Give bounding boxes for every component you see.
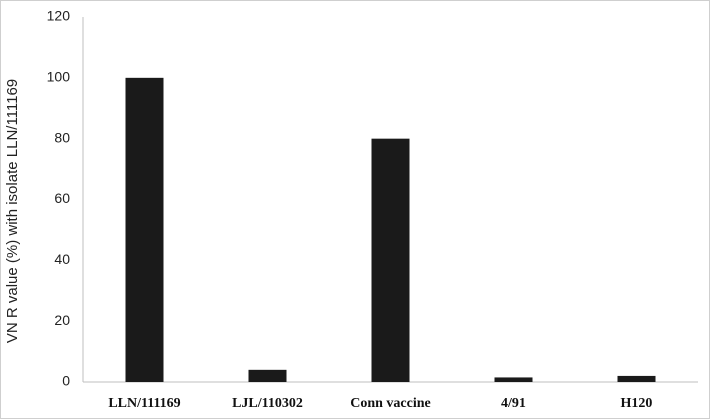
- bars: [125, 77, 656, 382]
- y-axis-title: VN R value (%) with isolate LLN/111169: [4, 79, 21, 343]
- x-tick-label: LLN/111169: [108, 396, 180, 411]
- y-tick-label: 0: [62, 373, 70, 389]
- y-tick-label: 100: [47, 69, 71, 85]
- y-tick-label: 20: [54, 312, 70, 328]
- bar: [371, 138, 410, 382]
- y-tick-label: 60: [54, 190, 70, 206]
- x-tick-label: H120: [621, 396, 653, 411]
- bar: [125, 77, 164, 382]
- x-tick-label: LJL/110302: [232, 396, 303, 411]
- y-tick-labels: 0 20 40 60 80 100 120: [47, 8, 71, 389]
- bar: [617, 375, 656, 382]
- x-tick-labels: LLN/111169 LJL/110302 Conn vaccine 4/91 H120: [108, 396, 652, 411]
- y-tick-label: 80: [54, 129, 70, 145]
- x-tick-label: 4/91: [501, 396, 526, 411]
- y-tick-label: 40: [54, 251, 70, 267]
- bar: [494, 377, 533, 382]
- y-tick-label: 120: [47, 8, 71, 24]
- x-tick-label: Conn vaccine: [350, 396, 431, 411]
- bar: [248, 369, 287, 382]
